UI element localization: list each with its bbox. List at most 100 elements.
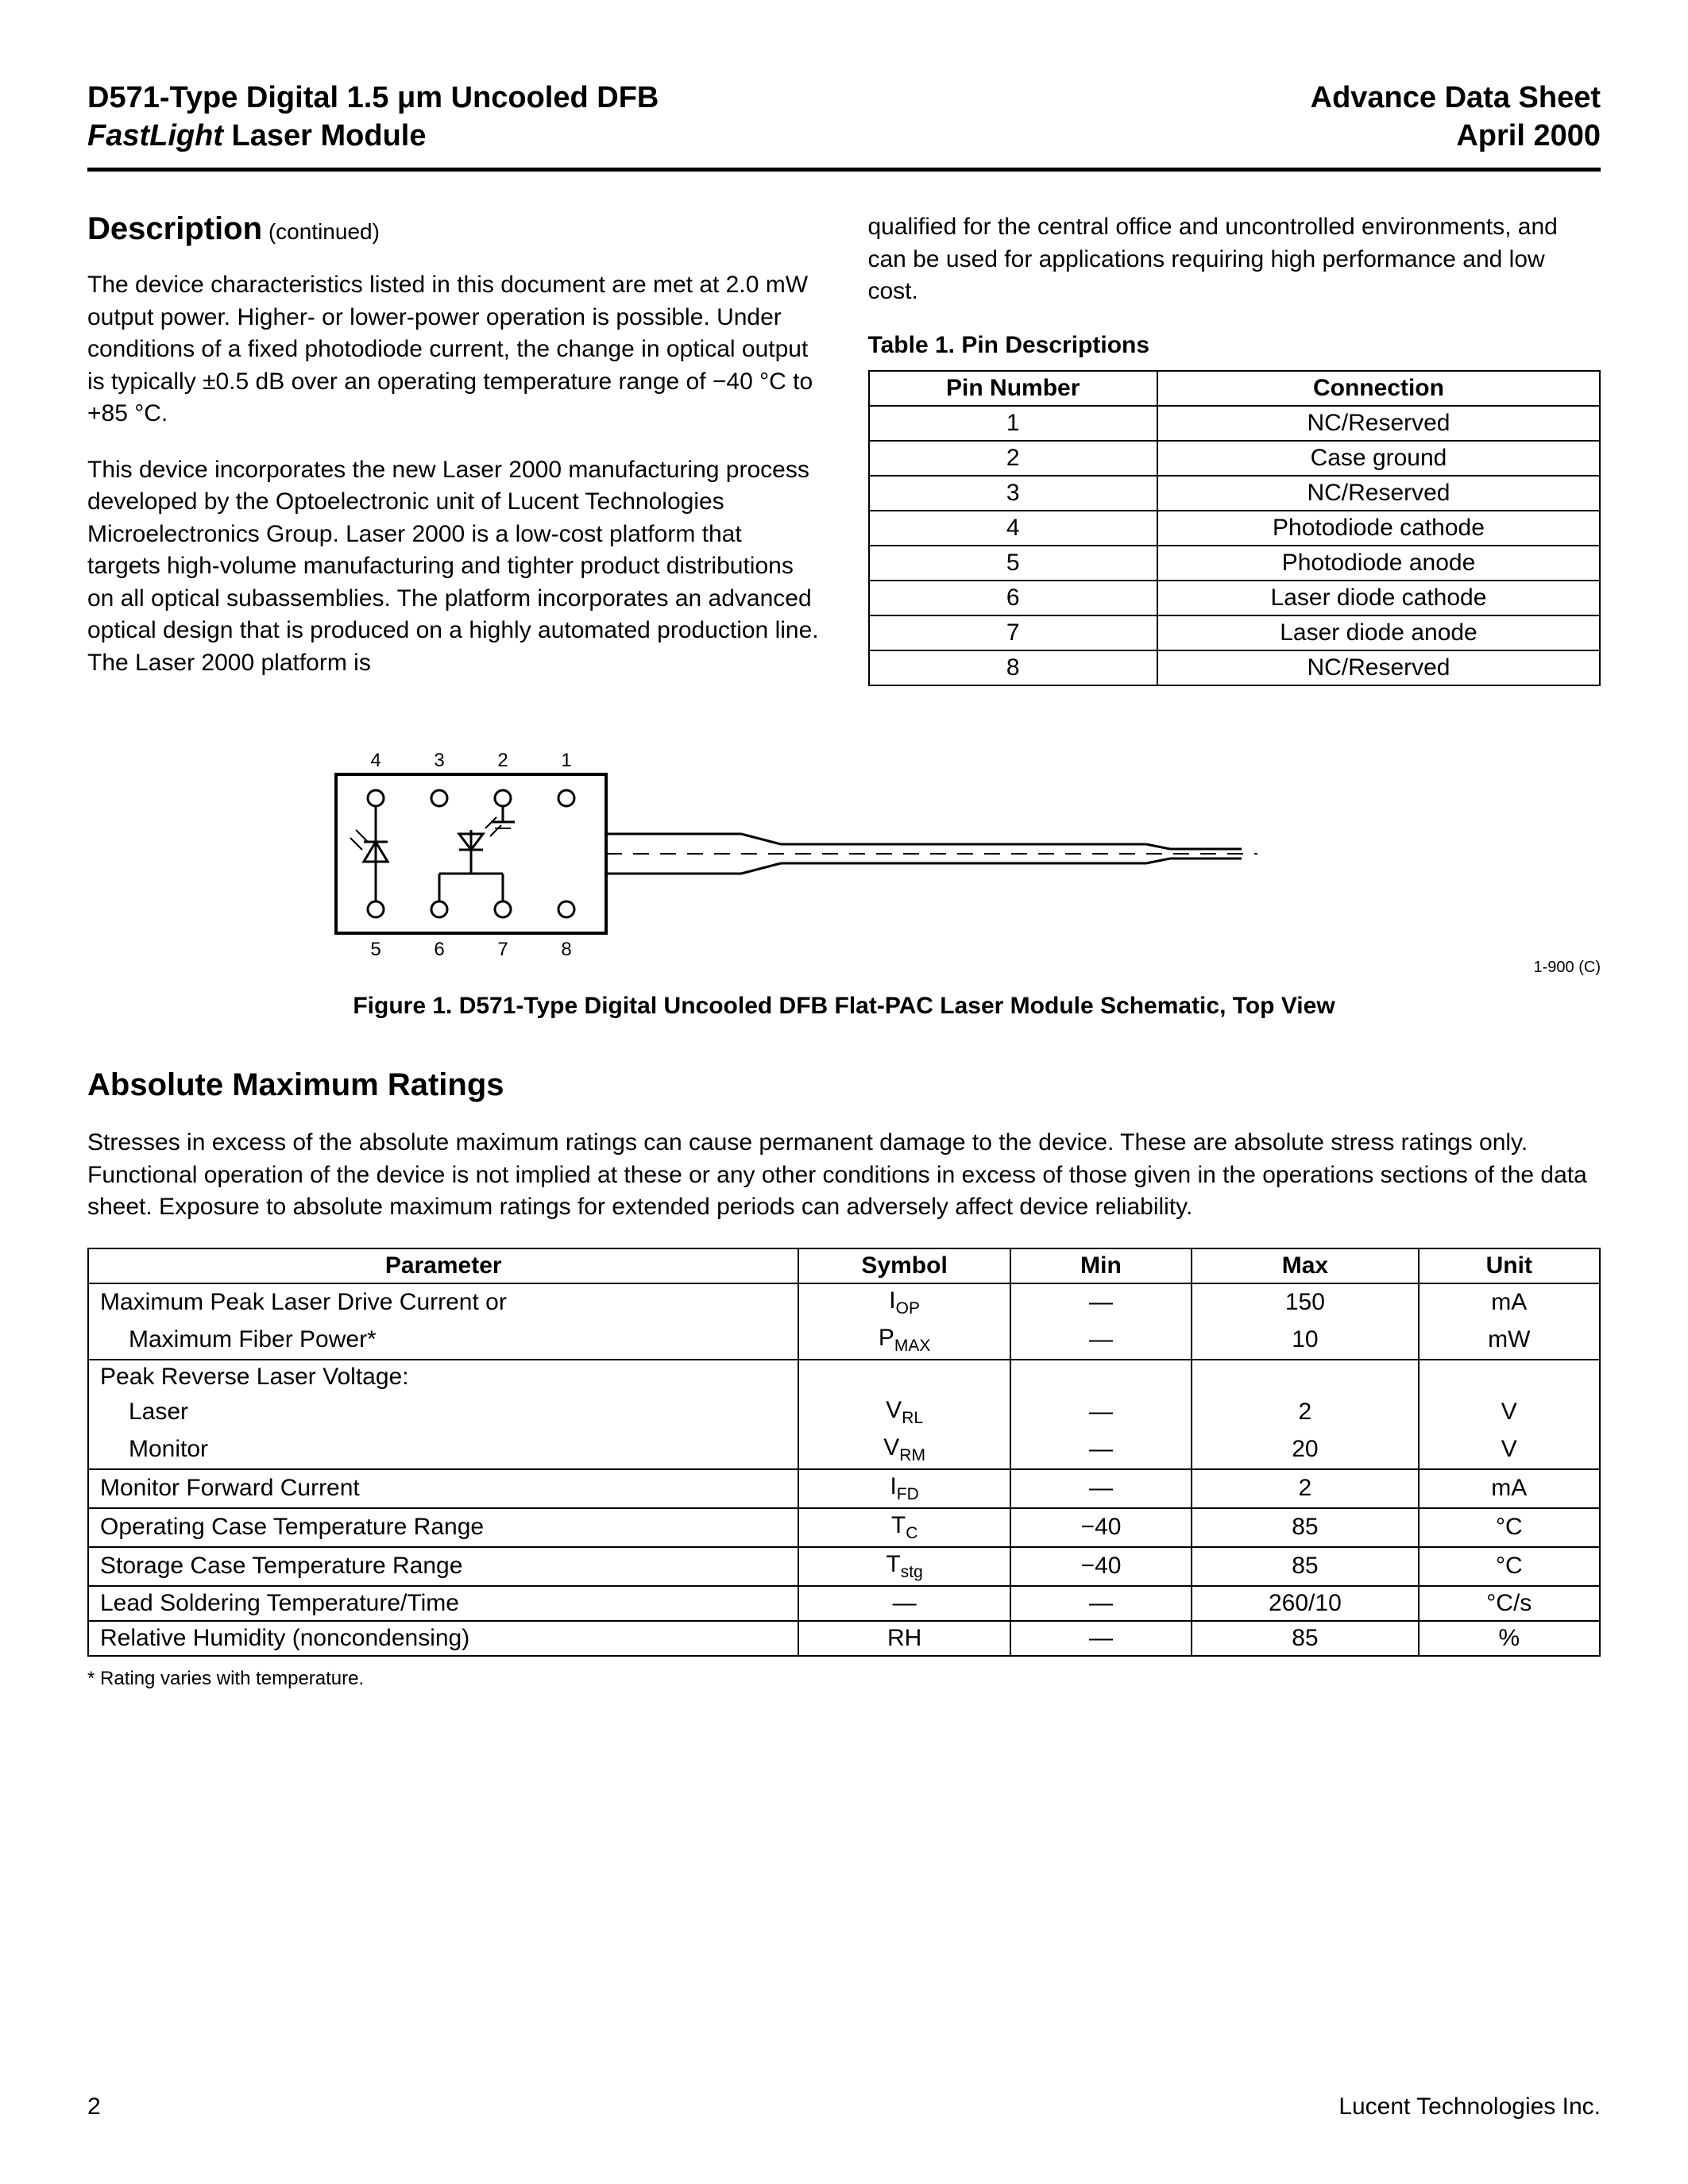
description-para-right: qualified for the central office and unc…: [868, 211, 1601, 308]
amr-unit-cell: V: [1419, 1431, 1600, 1469]
amr-head-max: Max: [1192, 1248, 1418, 1283]
amr-max-cell: 20: [1192, 1431, 1418, 1469]
pin-number-cell: 4: [869, 511, 1157, 546]
pin-connection-cell: NC/Reserved: [1157, 406, 1600, 441]
header-doc-type: Advance Data Sheet: [1311, 79, 1601, 118]
amr-footnote: * Rating varies with temperature.: [87, 1668, 1601, 1690]
amr-unit-cell: %: [1419, 1621, 1600, 1656]
pin-head-number: Pin Number: [869, 371, 1157, 406]
two-column-region: Description (continued) The device chara…: [87, 211, 1601, 703]
amr-row: Storage Case Temperature RangeTstg−4085°…: [88, 1547, 1600, 1586]
amr-row: LaserVRL—2V: [88, 1394, 1600, 1431]
header-title-1a: D571-Type Digital 1.5: [87, 81, 397, 114]
amr-max-cell: 2: [1192, 1394, 1418, 1431]
pin-label-3: 3: [434, 750, 444, 771]
amr-max-cell: 150: [1192, 1283, 1418, 1322]
amr-param-cell: Relative Humidity (noncondensing): [88, 1621, 798, 1656]
amr-symbol-cell: Tstg: [798, 1547, 1010, 1586]
amr-row: Maximum Peak Laser Drive Current orIOP—1…: [88, 1283, 1600, 1322]
pin-connection-cell: Photodiode anode: [1157, 546, 1600, 581]
amr-param-cell: Monitor Forward Current: [88, 1469, 798, 1508]
pin-label-4: 4: [370, 750, 380, 771]
description-continued: (continued): [262, 219, 380, 244]
pin-number-cell: 8: [869, 650, 1157, 685]
amr-symbol-cell: PMAX: [798, 1322, 1010, 1360]
header-title-2a: FastLight: [87, 119, 223, 152]
table1-caption: Table 1. Pin Descriptions: [868, 332, 1601, 359]
pin-label-6: 6: [434, 939, 444, 960]
amr-head-param: Parameter: [88, 1248, 798, 1283]
amr-symbol-cell: —: [798, 1586, 1010, 1621]
amr-row: MonitorVRM—20V: [88, 1431, 1600, 1469]
amr-row: Lead Soldering Temperature/Time——260/10°…: [88, 1586, 1600, 1621]
pin-row: 4Photodiode cathode: [869, 511, 1601, 546]
page-footer: 2 Lucent Technologies Inc.: [87, 2093, 1601, 2120]
amr-max-cell: 2: [1192, 1469, 1418, 1508]
amr-min-cell: —: [1010, 1394, 1192, 1431]
amr-max-cell: 85: [1192, 1508, 1418, 1547]
amr-min-cell: −40: [1010, 1508, 1192, 1547]
pin-connection-cell: Photodiode cathode: [1157, 511, 1600, 546]
description-title-text: Description: [87, 211, 262, 246]
pin-label-2: 2: [497, 750, 508, 771]
amr-param-cell: Maximum Fiber Power*: [88, 1322, 798, 1360]
company-name: Lucent Technologies Inc.: [1338, 2093, 1601, 2120]
amr-min-cell: —: [1010, 1283, 1192, 1322]
left-column: Description (continued) The device chara…: [87, 211, 821, 703]
module-schematic-svg: 4 3 2 1 5 6 7 8: [288, 743, 1400, 965]
figure-reference: 1-900 (C): [1534, 959, 1601, 977]
amr-param-cell: Peak Reverse Laser Voltage:: [88, 1360, 798, 1394]
amr-symbol-cell: IOP: [798, 1283, 1010, 1322]
amr-min-cell: —: [1010, 1322, 1192, 1360]
pin-connection-cell: Laser diode anode: [1157, 615, 1600, 650]
amr-min-cell: —: [1010, 1469, 1192, 1508]
amr-min-cell: —: [1010, 1621, 1192, 1656]
header-date: April 2000: [1311, 118, 1601, 156]
pin-number-cell: 2: [869, 441, 1157, 476]
amr-min-cell: —: [1010, 1586, 1192, 1621]
amr-row: Relative Humidity (noncondensing)RH—85%: [88, 1621, 1600, 1656]
amr-unit-cell: mA: [1419, 1283, 1600, 1322]
pin-row: 6Laser diode cathode: [869, 581, 1601, 615]
header-right: Advance Data Sheet April 2000: [1311, 79, 1601, 155]
page-header: D571-Type Digital 1.5 μm Uncooled DFB Fa…: [87, 79, 1601, 172]
amr-unit-cell: °C/s: [1419, 1586, 1600, 1621]
amr-symbol-cell: TC: [798, 1508, 1010, 1547]
pin-number-cell: 5: [869, 546, 1157, 581]
header-title-2b: Laser Module: [223, 119, 427, 152]
pin-row: 2Case ground: [869, 441, 1601, 476]
amr-param-cell: Monitor: [88, 1431, 798, 1469]
amr-unit-cell: mA: [1419, 1469, 1600, 1508]
header-left: D571-Type Digital 1.5 μm Uncooled DFB Fa…: [87, 79, 659, 155]
pin-label-7: 7: [497, 939, 508, 960]
pin-number-cell: 6: [869, 581, 1157, 615]
amr-max-cell: 260/10: [1192, 1586, 1418, 1621]
amr-symbol-cell: RH: [798, 1621, 1010, 1656]
amr-param-cell: Operating Case Temperature Range: [88, 1508, 798, 1547]
amr-row: Operating Case Temperature RangeTC−4085°…: [88, 1508, 1600, 1547]
amr-row: Peak Reverse Laser Voltage:: [88, 1360, 1600, 1394]
pin-row: 1NC/Reserved: [869, 406, 1601, 441]
description-heading: Description (continued): [87, 211, 821, 247]
pin-row: 8NC/Reserved: [869, 650, 1601, 685]
pin-label-8: 8: [561, 939, 571, 960]
amr-symbol-cell: IFD: [798, 1469, 1010, 1508]
right-column: qualified for the central office and unc…: [868, 211, 1601, 703]
amr-unit-cell: °C: [1419, 1547, 1600, 1586]
amr-param-cell: Laser: [88, 1394, 798, 1431]
amr-intro: Stresses in excess of the absolute maxim…: [87, 1127, 1601, 1224]
figure-1-wrap: 4 3 2 1 5 6 7 8: [87, 743, 1601, 969]
amr-table: Parameter Symbol Min Max Unit Maximum Pe…: [87, 1248, 1601, 1657]
amr-unit-cell: V: [1419, 1394, 1600, 1431]
amr-row: Maximum Fiber Power*PMAX—10mW: [88, 1322, 1600, 1360]
amr-max-cell: [1192, 1360, 1418, 1394]
description-para-1: The device characteristics listed in thi…: [87, 269, 821, 430]
figure-1-caption: Figure 1. D571-Type Digital Uncooled DFB…: [87, 993, 1601, 1020]
pin-descriptions-table: Pin Number Connection 1NC/Reserved2Case …: [868, 370, 1601, 686]
amr-max-cell: 85: [1192, 1621, 1418, 1656]
amr-symbol-cell: VRL: [798, 1394, 1010, 1431]
amr-unit-cell: [1419, 1360, 1600, 1394]
amr-min-cell: [1010, 1360, 1192, 1394]
description-para-2: This device incorporates the new Laser 2…: [87, 454, 821, 680]
pin-number-cell: 1: [869, 406, 1157, 441]
